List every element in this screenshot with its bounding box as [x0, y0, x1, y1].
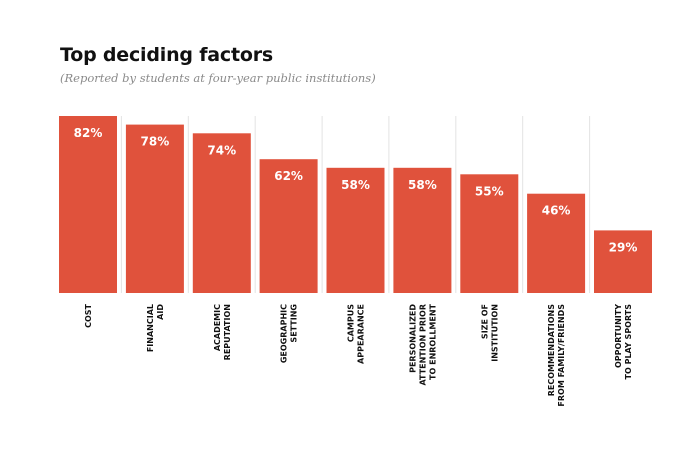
bar — [59, 116, 117, 293]
bar — [125, 124, 184, 293]
bar — [527, 193, 586, 293]
bar — [259, 159, 318, 293]
bar — [326, 167, 385, 293]
category-label-line: FROM FAMILY/FRIENDS — [557, 304, 566, 407]
category-label-line: AID — [156, 304, 165, 320]
bar-value-label: 55% — [475, 184, 504, 198]
category-label: GEOGRAPHIC SETTING — [280, 304, 299, 363]
category-label-line: INSTITUTION — [490, 304, 499, 362]
value-labels: 82% 78% 74% 62% 58% 58% 55% 46% 29% — [74, 126, 638, 254]
category-label: COST — [84, 303, 93, 327]
category-label: RECOMMENDATIONS FROM FAMILY/FRIENDS — [547, 304, 566, 407]
category-label-line: SETTING — [290, 304, 299, 343]
category-label: SIZE OF INSTITUTION — [480, 304, 499, 362]
category-label: CAMPUS APPEARANCE — [347, 304, 366, 364]
category-label-line: TO PLAY SPORTS — [624, 304, 633, 380]
category-label-line: REPUTATION — [223, 304, 232, 360]
category-label-line: SIZE OF — [480, 304, 489, 339]
category-label: PERSONALIZED ATTENTION PRIOR TO ENROLLMENT — [408, 303, 437, 385]
category-label-line: GEOGRAPHIC — [280, 304, 289, 363]
category-label-line: COST — [84, 303, 93, 327]
bar-value-label: 78% — [141, 135, 170, 149]
bar-value-label: 62% — [274, 169, 303, 183]
category-label-line: ATTENTION PRIOR — [418, 304, 427, 386]
bar-value-label: 58% — [341, 178, 370, 192]
category-label-line: TO ENROLLMENT — [428, 303, 437, 379]
bar — [460, 174, 519, 293]
category-label-line: OPPORTUNITY — [614, 304, 623, 368]
category-label-line: ACADEMIC — [213, 304, 222, 351]
bar — [594, 230, 652, 293]
bar — [192, 133, 251, 293]
bar-value-label: 46% — [542, 204, 571, 218]
category-label: FINANCIAL AID — [146, 304, 165, 353]
category-label-line: RECOMMENDATIONS — [547, 304, 556, 397]
chart-subtitle: (Reported by students at four-year publi… — [60, 71, 376, 85]
bar-value-label: 82% — [74, 126, 103, 140]
bars — [59, 116, 652, 293]
chart-title: Top deciding factors — [60, 44, 273, 66]
category-label-line: CAMPUS — [347, 304, 356, 342]
category-label-line: FINANCIAL — [146, 304, 155, 352]
column-separators — [120, 116, 591, 293]
bar — [393, 167, 452, 293]
category-label-line: APPEARANCE — [357, 304, 366, 364]
category-labels: COST FINANCIAL AID ACADEMIC REPUTATION GEOGRA… — [84, 303, 633, 406]
bar-value-label: 58% — [408, 178, 437, 192]
category-label: ACADEMIC REPUTATION — [213, 304, 232, 360]
bar-value-label: 74% — [207, 143, 236, 157]
category-label-line: PERSONALIZED — [408, 304, 417, 373]
bar-value-label: 29% — [609, 240, 638, 254]
category-label: OPPORTUNITY TO PLAY SPORTS — [614, 304, 633, 380]
